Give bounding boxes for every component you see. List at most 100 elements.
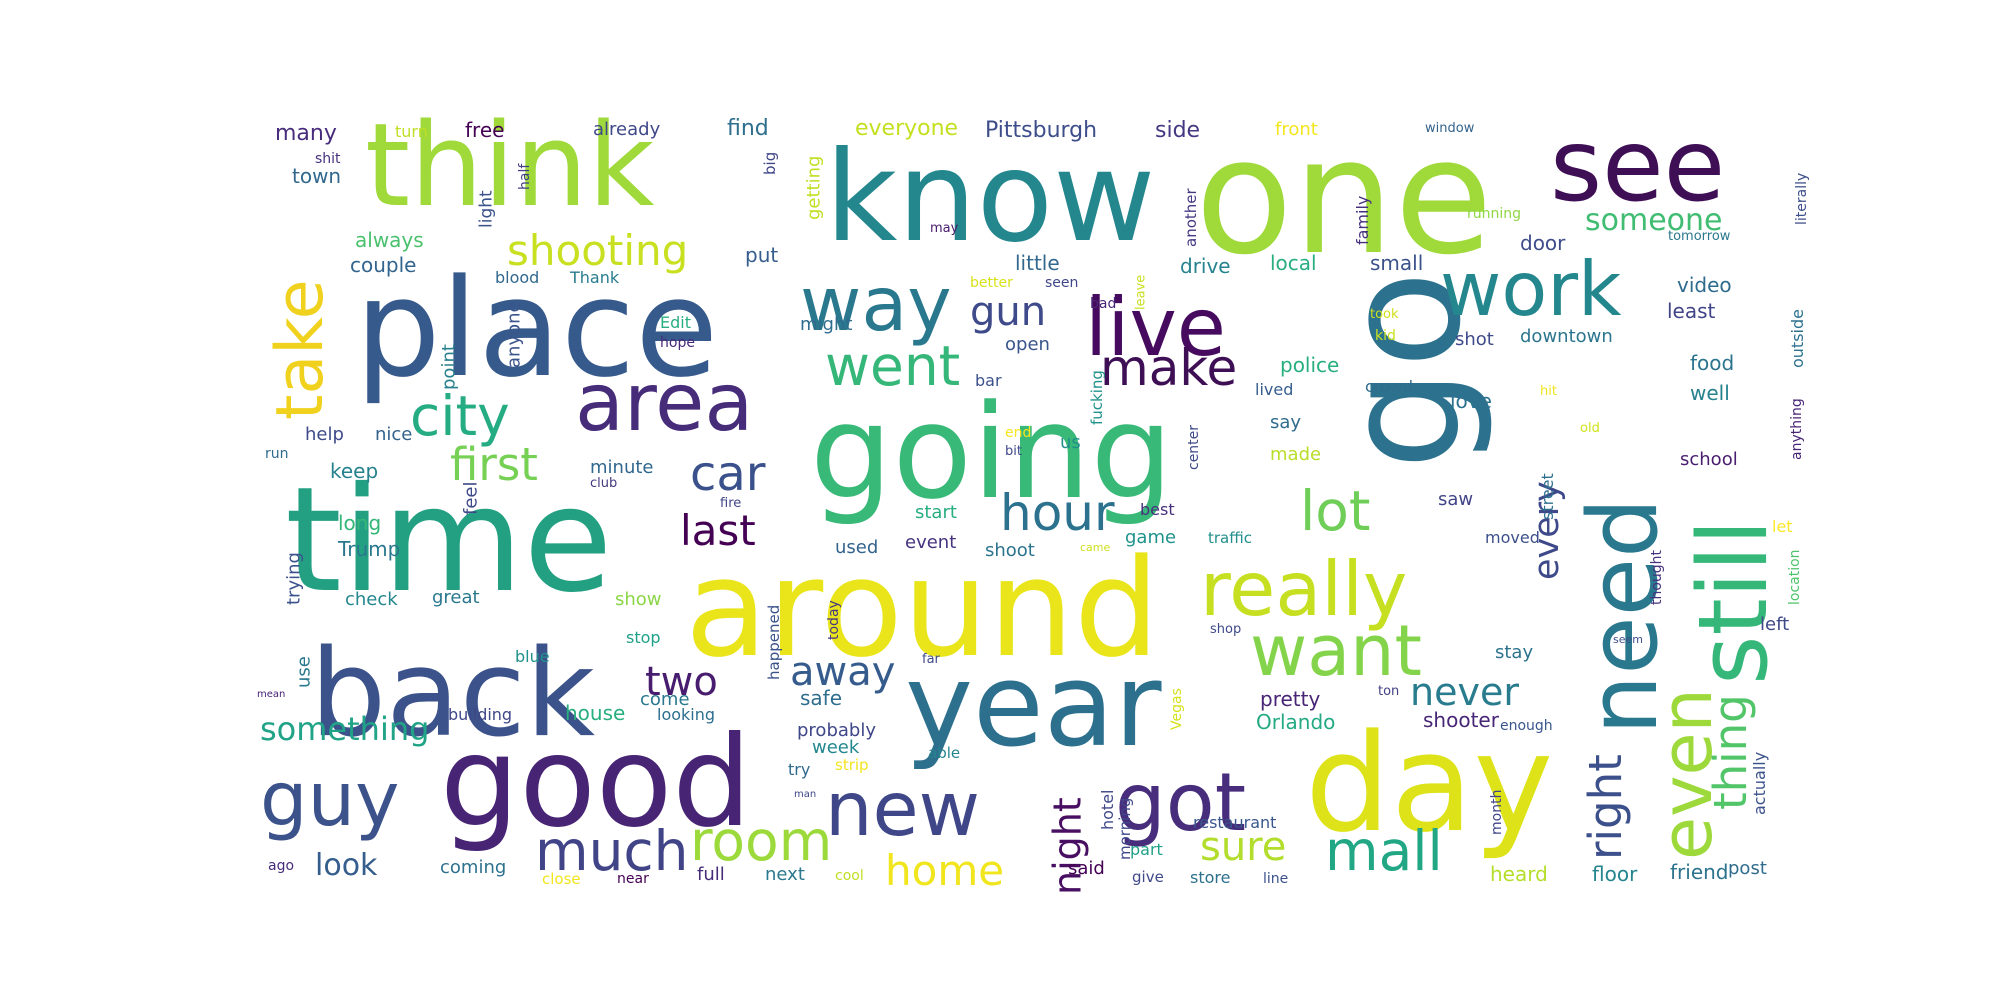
word-love: love (1450, 389, 1492, 413)
word-find: find (727, 116, 769, 141)
word-orlando: Orlando (1256, 710, 1335, 734)
word-happened: happened (765, 605, 783, 680)
word-year: year (905, 639, 1162, 773)
word-mall: mall (1325, 819, 1443, 883)
word-shot: shot (1455, 329, 1494, 350)
word-part: part (1130, 840, 1163, 859)
word-feel: feel (460, 482, 481, 516)
word-good: good (440, 710, 752, 855)
word-day: day (1305, 705, 1553, 862)
word-keep: keep (330, 459, 378, 483)
word-shoot: shoot (985, 540, 1035, 561)
word-thing: thing (1704, 694, 1757, 810)
word-place: place (355, 250, 718, 407)
word-shit: shit (315, 151, 341, 167)
word-enough: enough (1500, 718, 1553, 734)
word-leave: leave (1133, 275, 1148, 310)
word-video: video (1677, 273, 1732, 297)
word-bar: bar (975, 371, 1002, 390)
word-away: away (790, 649, 895, 695)
word-around: around (685, 530, 1160, 687)
word-fucking: fucking (1088, 370, 1106, 425)
word-event: event (905, 532, 956, 553)
word-friend: friend (1670, 860, 1729, 884)
word-open: open (1005, 334, 1050, 355)
word-mean: mean (257, 689, 285, 700)
word-edit: Edit (660, 313, 691, 332)
word-might: might (800, 314, 852, 335)
word-traffic: traffic (1208, 529, 1252, 547)
word-give: give (1132, 868, 1164, 886)
word-put: put (745, 243, 778, 267)
word-made: made (1270, 444, 1321, 465)
word-town: town (292, 164, 341, 188)
word-seem: seem (1613, 633, 1643, 646)
word-last: last (680, 506, 756, 555)
word-downtown: downtown (1520, 326, 1613, 347)
word-every: every (1527, 481, 1567, 580)
word-let: let (1772, 517, 1793, 536)
word-well: well (1690, 381, 1730, 405)
word-probably: probably (797, 720, 876, 741)
word-go: go (1309, 271, 1496, 470)
word-shooting: shooting (507, 226, 688, 275)
word-next: next (765, 864, 805, 885)
word-car: car (690, 446, 766, 502)
word-trump: Trump (337, 537, 400, 561)
word-week: week (812, 737, 860, 758)
word-one: one (1195, 103, 1493, 290)
word-start: start (915, 502, 957, 523)
word-actually: actually (1750, 752, 1769, 815)
word-kid: kid (1375, 328, 1396, 344)
word-way: way (800, 260, 952, 348)
word-area: area (575, 356, 753, 449)
word-hit: hit (1540, 384, 1557, 399)
word-went: went (825, 334, 960, 398)
word-able: able (928, 744, 960, 762)
word-least: least (1667, 299, 1716, 323)
word-food: food (1690, 351, 1734, 375)
word-end: end (1005, 425, 1031, 441)
word-outside: outside (1788, 309, 1807, 368)
word-tomorrow: tomorrow (1668, 229, 1731, 244)
word-pretty: pretty (1260, 687, 1320, 711)
word-already: already (593, 119, 661, 140)
word-minute: minute (590, 457, 653, 478)
word-shop: shop (1210, 622, 1241, 637)
word-vegas: Vegas (1169, 688, 1185, 730)
word-half: half (517, 163, 533, 190)
word-saw: saw (1438, 489, 1473, 510)
word-sure: sure (1200, 824, 1286, 870)
word-help: help (305, 424, 344, 445)
word-new: new (825, 765, 980, 853)
word-never: never (1410, 670, 1519, 714)
word-line: line (1263, 871, 1288, 887)
word-show: show (615, 589, 662, 610)
word-thought: thought (1649, 549, 1665, 605)
word-cool: cool (835, 868, 864, 884)
word-center: center (1186, 425, 1202, 470)
word-back: back (310, 625, 596, 764)
word-couple: couple (350, 253, 416, 277)
word-came: came (1080, 541, 1111, 554)
word-little: little (1015, 251, 1060, 275)
word-always: always (355, 228, 424, 252)
word-lot: lot (1300, 479, 1371, 543)
word-strip: strip (835, 756, 869, 774)
word-blue: blue (515, 647, 550, 666)
word-front: front (1275, 119, 1318, 140)
word-night: night (1045, 797, 1089, 895)
word-moved: moved (1485, 528, 1540, 547)
word-hotel: hotel (1098, 790, 1117, 831)
word-side: side (1155, 118, 1200, 143)
word-work: work (1440, 245, 1622, 333)
word-full: full (697, 864, 725, 885)
word-thank: Thank (569, 268, 620, 287)
word-lived: lived (1255, 380, 1293, 399)
word-really: really (1200, 545, 1407, 633)
word-drive: drive (1180, 254, 1231, 278)
word-family: family (1353, 196, 1372, 245)
word-even: even (1646, 688, 1728, 860)
word-turn: turn (395, 122, 428, 141)
